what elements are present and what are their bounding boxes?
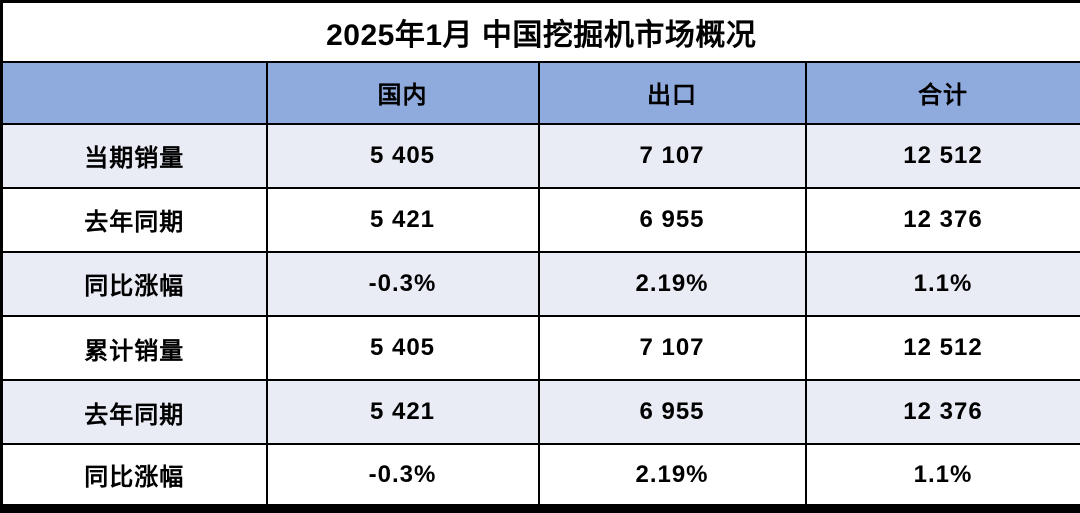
- row-label: 累计销量: [0, 314, 268, 382]
- cell-export: 7 107: [537, 314, 807, 382]
- cell-total: 12 512: [804, 314, 1080, 382]
- cell-export: 2.19%: [537, 443, 807, 510]
- cell-total: 1.1%: [804, 443, 1080, 510]
- row-label: 同比涨幅: [0, 443, 268, 510]
- column-header-blank: [0, 60, 268, 125]
- column-header-total: 合计: [804, 60, 1080, 125]
- cell-total: 1.1%: [804, 250, 1080, 317]
- cell-domestic: 5 405: [265, 122, 540, 189]
- cell-domestic: -0.3%: [265, 250, 540, 317]
- table-row: 同比涨幅 -0.3% 2.19% 1.1%: [0, 443, 1080, 510]
- cell-export: 2.19%: [537, 250, 807, 317]
- cell-export: 7 107: [537, 122, 807, 189]
- column-header-domestic: 国内: [265, 60, 540, 125]
- table-row: 同比涨幅 -0.3% 2.19% 1.1%: [0, 250, 1080, 317]
- cell-export: 6 955: [537, 379, 807, 446]
- table-row: 去年同期 5 421 6 955 12 376: [0, 186, 1080, 253]
- table-row: 累计销量 5 405 7 107 12 512: [0, 314, 1080, 382]
- cell-total: 12 376: [804, 186, 1080, 253]
- cell-export: 6 955: [537, 186, 807, 253]
- row-label: 同比涨幅: [0, 250, 268, 317]
- table-header-row: 国内 出口 合计: [0, 60, 1080, 125]
- table-title-row: 2025年1月 中国挖掘机市场概况: [0, 0, 1080, 63]
- row-label: 去年同期: [0, 186, 268, 253]
- cell-total: 12 512: [804, 122, 1080, 189]
- table-row: 当期销量 5 405 7 107 12 512: [0, 122, 1080, 189]
- column-header-export: 出口: [537, 60, 807, 125]
- cell-domestic: -0.3%: [265, 443, 540, 510]
- cell-total: 12 376: [804, 379, 1080, 446]
- cell-domestic: 5 421: [265, 379, 540, 446]
- table-title: 2025年1月 中国挖掘机市场概况: [0, 0, 1080, 63]
- cell-domestic: 5 421: [265, 186, 540, 253]
- cell-domestic: 5 405: [265, 314, 540, 382]
- row-label: 当期销量: [0, 122, 268, 189]
- table-row: 去年同期 5 421 6 955 12 376: [0, 379, 1080, 446]
- row-label: 去年同期: [0, 379, 268, 446]
